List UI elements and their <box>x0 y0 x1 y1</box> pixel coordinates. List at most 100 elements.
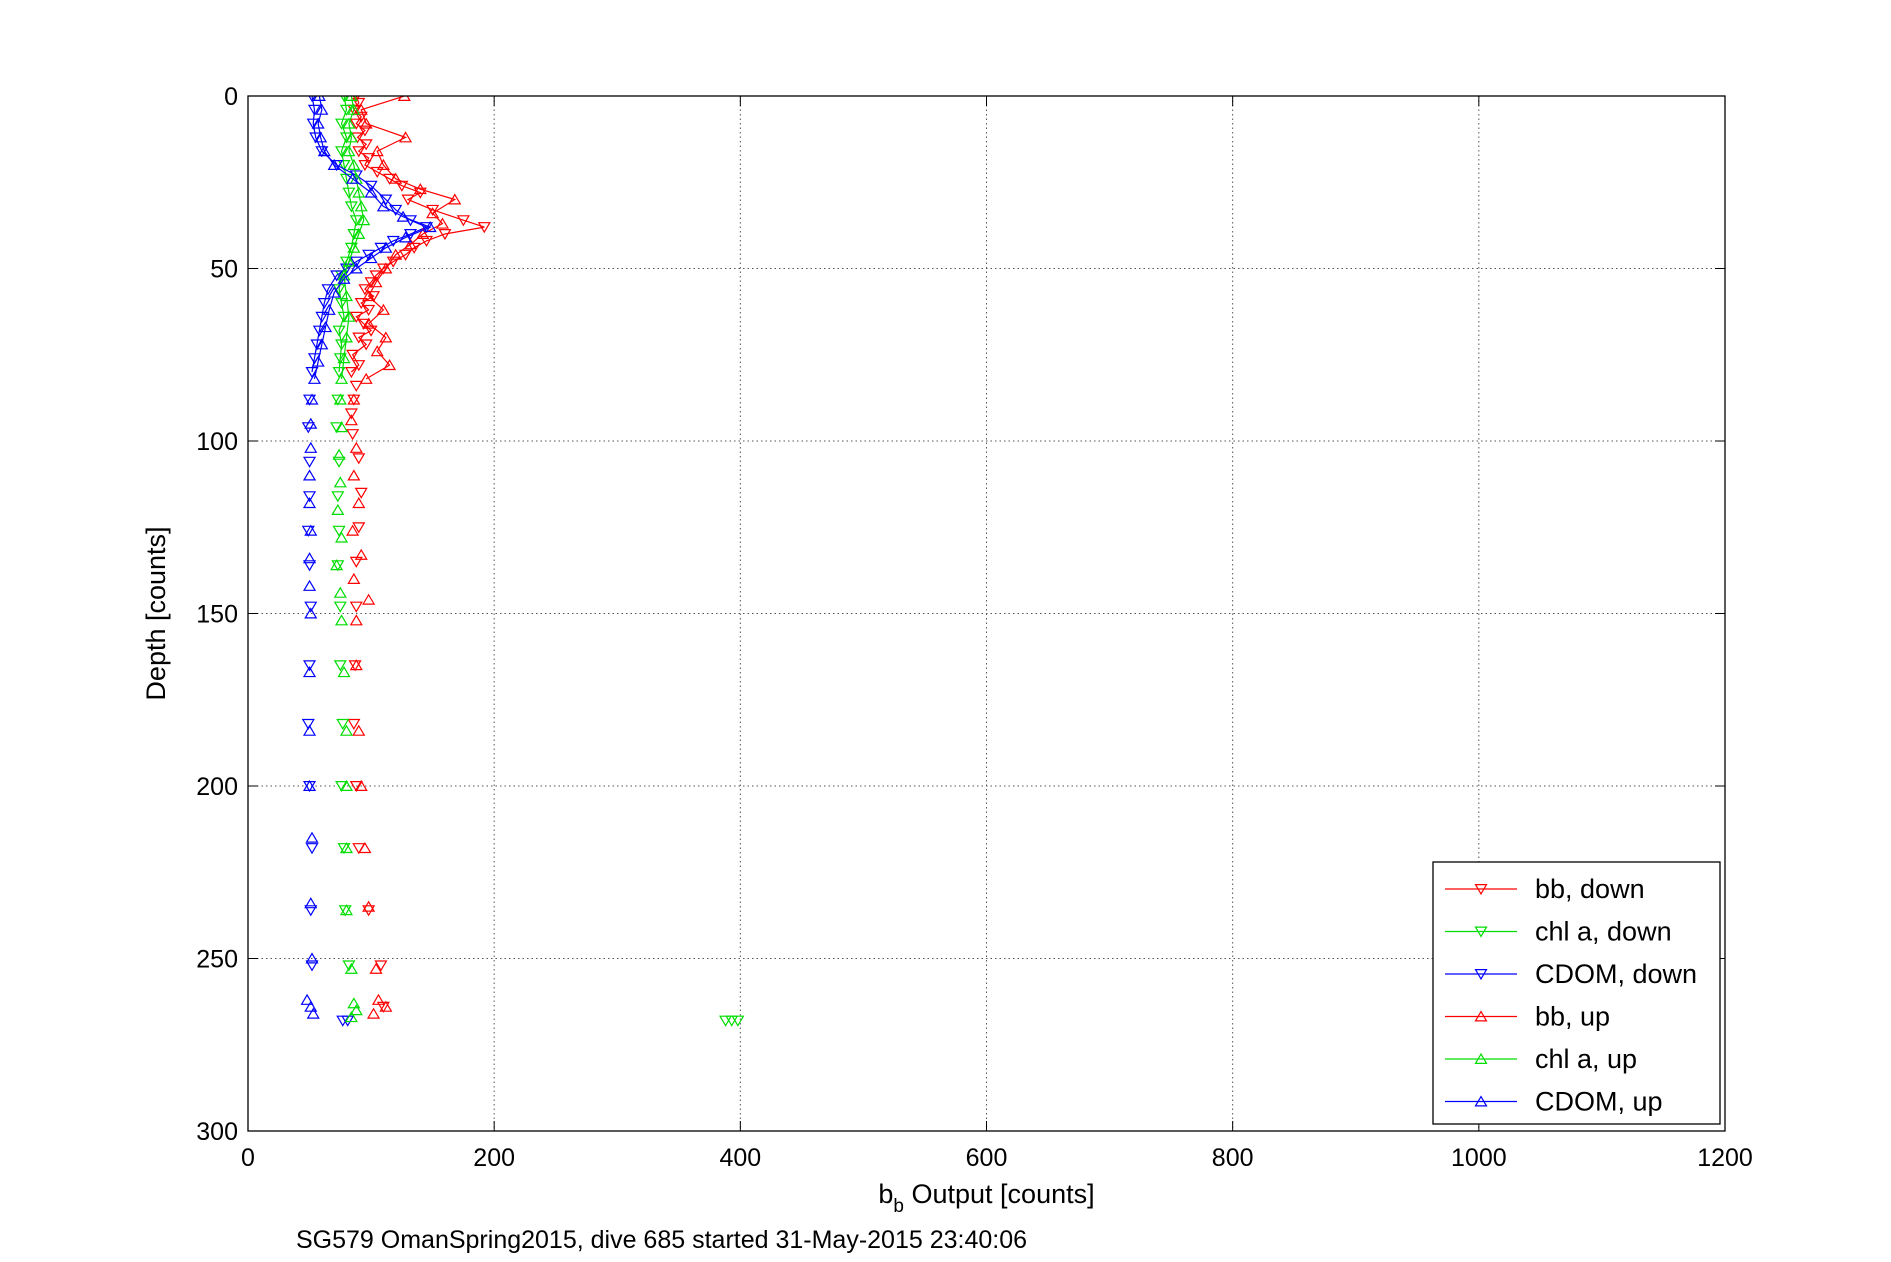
data-point <box>362 905 376 917</box>
data-point <box>338 905 352 917</box>
data-point <box>435 217 450 229</box>
y-tick-label: 300 <box>196 1118 238 1146</box>
legend-label: CDOM, up <box>1535 1087 1663 1117</box>
data-point <box>317 298 331 310</box>
data-point <box>359 139 373 151</box>
x-tick-label: 600 <box>966 1144 1008 1172</box>
legend-swatch-marker <box>1474 1010 1488 1022</box>
data-point <box>426 204 440 216</box>
data-point <box>382 358 397 371</box>
series-line <box>313 96 432 380</box>
data-point <box>386 235 400 248</box>
x-tick-label: 200 <box>473 1144 515 1172</box>
data-point <box>369 270 383 282</box>
data-point <box>344 367 358 379</box>
data-point <box>349 601 363 613</box>
data-point <box>352 332 366 344</box>
legend-entry-cdom-down: CDOM, down <box>1445 959 1697 989</box>
data-point <box>352 97 366 110</box>
data-point <box>332 325 346 337</box>
data-point <box>307 372 322 384</box>
data-point <box>318 321 333 333</box>
legend-swatch-marker <box>1474 968 1488 981</box>
data-point <box>315 103 329 115</box>
y-tick-label: 50 <box>210 256 238 284</box>
data-point <box>312 96 326 102</box>
series-cdom-up <box>300 96 437 1019</box>
x-axis-label-rest: Output [counts] <box>904 1179 1095 1209</box>
data-point <box>347 997 361 1009</box>
data-point <box>370 145 384 157</box>
data-point <box>349 262 363 274</box>
data-point <box>330 559 344 571</box>
data-point <box>347 393 361 405</box>
data-point <box>344 414 358 426</box>
data-point <box>413 187 427 199</box>
data-point <box>358 125 372 137</box>
data-point <box>331 503 345 516</box>
data-point <box>354 779 368 792</box>
data-point <box>347 572 361 585</box>
data-point <box>336 718 350 731</box>
data-point <box>379 262 393 274</box>
data-point <box>337 160 351 172</box>
data-point <box>438 229 452 241</box>
data-point <box>306 118 320 130</box>
data-point <box>332 525 346 537</box>
data-point <box>403 238 418 250</box>
data-point <box>354 487 368 499</box>
legend-swatch-marker <box>1474 1095 1488 1107</box>
data-point <box>312 325 326 337</box>
data-point <box>302 456 317 468</box>
data-point <box>396 210 410 222</box>
data-point <box>341 1015 355 1027</box>
legend-label: bb, down <box>1535 874 1645 904</box>
data-point <box>339 779 354 792</box>
data-point <box>302 779 317 792</box>
data-point <box>352 453 366 465</box>
data-point <box>322 303 336 315</box>
data-point <box>337 843 351 855</box>
data-point <box>333 586 347 598</box>
data-point <box>349 215 363 227</box>
data-point <box>332 456 346 468</box>
data-point <box>342 310 356 322</box>
legend-swatch-marker <box>1474 926 1488 938</box>
y-tick-label: 200 <box>196 773 238 801</box>
data-point <box>302 491 317 503</box>
data-point <box>362 593 376 605</box>
data-point <box>342 960 356 972</box>
data-point <box>366 291 381 303</box>
data-point <box>344 201 358 213</box>
data-point <box>369 962 383 974</box>
data-point <box>311 117 325 129</box>
data-point <box>348 660 362 672</box>
data-point <box>357 214 371 226</box>
data-point <box>376 158 390 170</box>
legend-entry-chl-a-up: chl a, up <box>1445 1044 1637 1074</box>
data-point <box>349 441 363 453</box>
data-point <box>300 993 314 1005</box>
data-point <box>364 252 378 264</box>
data-point <box>359 372 373 384</box>
data-point <box>309 132 323 144</box>
data-point <box>337 666 351 678</box>
data-point <box>307 104 322 116</box>
data-point <box>398 249 413 261</box>
series-line <box>340 96 365 379</box>
data-point <box>305 952 319 964</box>
data-point <box>344 1011 358 1023</box>
data-point <box>362 304 376 317</box>
y-tick-label: 0 <box>224 83 238 111</box>
data-point <box>305 843 319 855</box>
x-tick-label: 0 <box>241 1144 255 1172</box>
data-point <box>347 469 361 481</box>
data-point <box>374 960 388 972</box>
data-point <box>305 367 319 379</box>
data-point <box>333 353 347 365</box>
data-point <box>379 331 393 343</box>
y-axis-label: Depth [counts] <box>141 526 171 700</box>
data-point <box>334 146 349 158</box>
data-point <box>371 993 386 1005</box>
